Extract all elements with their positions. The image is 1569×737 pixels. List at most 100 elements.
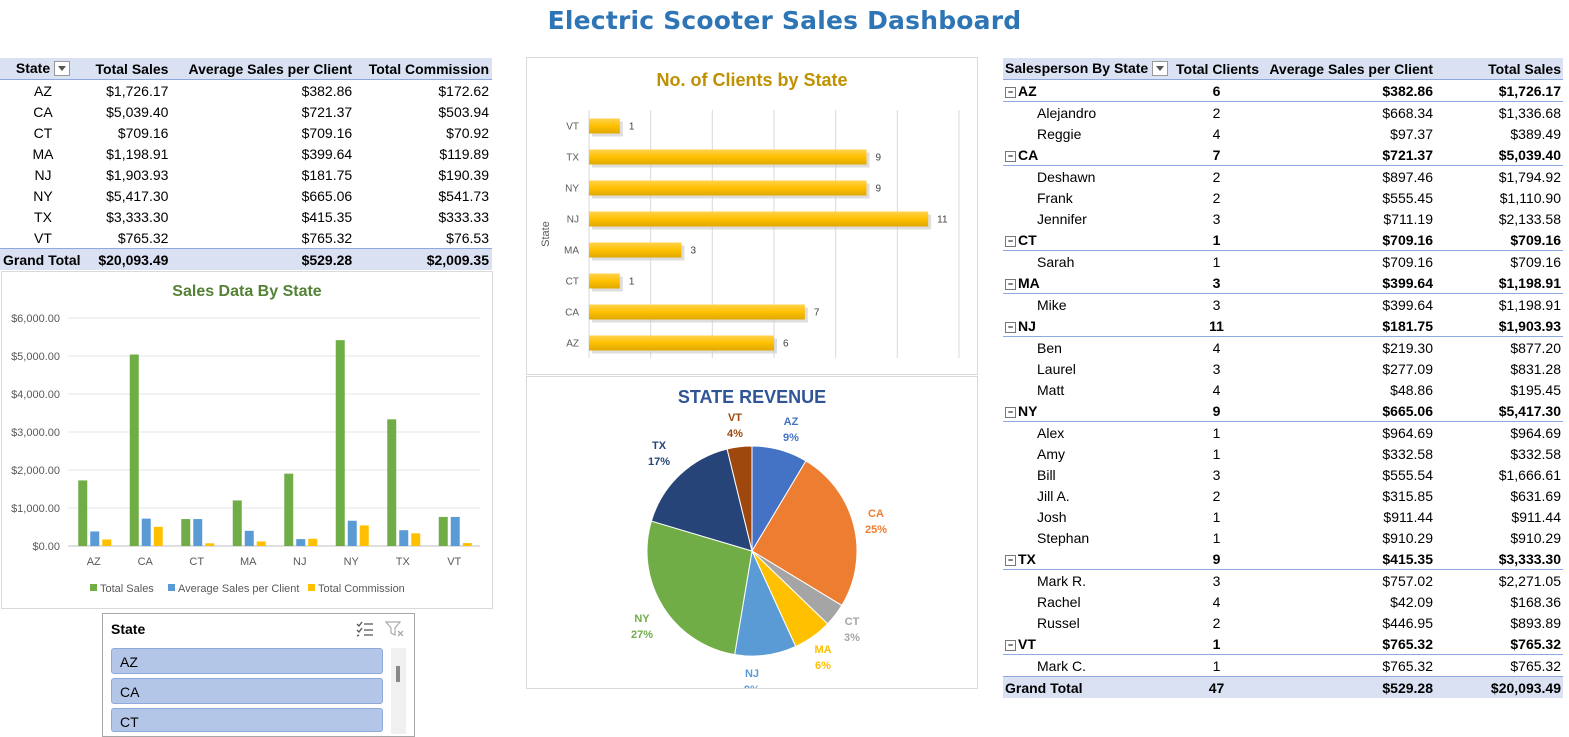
pie-slice-ny[interactable]: [646, 520, 753, 656]
bar-ma[interactable]: [589, 242, 682, 258]
bar-az[interactable]: [589, 335, 774, 351]
y-tick-label: CA: [565, 308, 579, 319]
bar-tx-1[interactable]: [399, 530, 409, 546]
salesperson-row: Russel 2 $446.95 $893.89: [1003, 612, 1563, 633]
salesperson-row: Mark C. 1 $765.32 $765.32: [1003, 655, 1563, 677]
salesperson-name: Jennifer: [1037, 210, 1087, 227]
bar-tx[interactable]: [589, 149, 867, 165]
value-cell: $5,417.30: [106, 187, 169, 204]
state-revenue-chart[interactable]: STATE REVENUE AZ 9% CA 25% CT 3% MA 6% NJ 9% NY 27%…: [526, 376, 978, 689]
slicer-item-ct[interactable]: CT: [111, 708, 383, 732]
group-row-ct[interactable]: − CT 1 $709.16 $709.16: [1003, 229, 1563, 251]
group-row-az[interactable]: − AZ 6 $382.86 $1,726.17: [1003, 79, 1563, 102]
collapse-icon[interactable]: −: [1005, 278, 1016, 290]
sales-by-state-chart[interactable]: Sales Data By State $0.00 $1,000.00 $2,000…: [1, 271, 493, 609]
group-row-vt[interactable]: − VT 1 $765.32 $765.32: [1003, 633, 1563, 655]
dashboard-title: Electric Scooter Sales Dashboard: [547, 6, 1022, 35]
bar-az-2[interactable]: [102, 539, 112, 546]
x-tick-label: AZ: [87, 556, 101, 568]
salesperson-value: $555.45: [1382, 189, 1433, 206]
slicer-scrollbar[interactable]: [391, 648, 406, 734]
clear-filter-icon[interactable]: [385, 620, 405, 638]
group-row-ny[interactable]: − NY 9 $665.06 $5,417.30: [1003, 400, 1563, 422]
slicer-item-az[interactable]: AZ: [111, 648, 383, 674]
header-salesperson[interactable]: Salesperson By State: [1003, 58, 1172, 80]
legend-label: Average Sales per Client: [178, 583, 299, 595]
slicer-scroll-thumb[interactable]: [396, 666, 400, 682]
state-cell: TX: [34, 208, 52, 225]
salesperson-row: Amy 1 $332.58 $332.58: [1003, 443, 1563, 464]
bar-ca[interactable]: [589, 304, 805, 320]
salesperson-name: Laurel: [1037, 360, 1076, 377]
group-value-cell: $399.64: [1261, 272, 1435, 294]
filter-dropdown-icon[interactable]: [54, 60, 71, 76]
group-value-cell: $415.35: [1261, 548, 1435, 570]
bar-vt-0[interactable]: [438, 516, 448, 546]
salesperson-row: Rachel 4 $42.09 $168.36: [1003, 591, 1563, 612]
bar-nj[interactable]: [589, 211, 929, 227]
slice-percent: 6%: [815, 660, 831, 672]
bar-tx-0[interactable]: [387, 419, 397, 546]
collapse-icon[interactable]: −: [1005, 86, 1016, 98]
bar-ma-2[interactable]: [256, 541, 266, 546]
bar-vt[interactable]: [589, 118, 620, 134]
slice-percent: 9%: [783, 432, 799, 444]
filter-dropdown-icon[interactable]: [1152, 60, 1169, 76]
bar-ct-0[interactable]: [181, 519, 191, 546]
bar-ct-1[interactable]: [193, 519, 203, 546]
clients-by-state-chart[interactable]: No. of Clients by State State VT 1 TX 9 NY 9 NJ…: [526, 57, 978, 375]
bar-ny[interactable]: [589, 180, 867, 196]
salesperson-value: $897.46: [1382, 168, 1433, 185]
group-row-ca[interactable]: − CA 7 $721.37 $5,039.40: [1003, 144, 1563, 166]
group-value-cell: $765.32: [1435, 633, 1563, 655]
group-row-ma[interactable]: − MA 3 $399.64 $1,198.91: [1003, 272, 1563, 294]
collapse-icon[interactable]: −: [1005, 639, 1016, 651]
bar-az-1[interactable]: [90, 531, 100, 546]
group-row-nj[interactable]: − NJ 11 $181.75 $1,903.93: [1003, 315, 1563, 337]
salesperson-value: $48.86: [1390, 381, 1433, 398]
bar-ct[interactable]: [589, 273, 620, 289]
legend-label: Total Commission: [318, 583, 405, 595]
x-tick-label: MA: [240, 556, 257, 568]
bar-ny-2[interactable]: [359, 525, 369, 546]
collapse-icon[interactable]: −: [1005, 554, 1016, 566]
group-value-cell: $1,903.93: [1435, 315, 1563, 337]
bar-vt-1[interactable]: [450, 516, 460, 546]
bar-ca-1[interactable]: [141, 518, 151, 546]
salesperson-value: 1: [1212, 508, 1221, 525]
bar-ca-0[interactable]: [129, 354, 139, 546]
revenue-pie-plot: AZ 9% CA 25% CT 3% MA 6% NJ 9% NY 27% TX 17% VT 4%: [631, 412, 887, 688]
bar-ma-0[interactable]: [232, 500, 242, 546]
salesperson-name: Mark R.: [1037, 572, 1086, 589]
collapse-icon[interactable]: −: [1005, 150, 1016, 162]
pie-slice-ca[interactable]: [751, 460, 858, 607]
bar-ny-1[interactable]: [347, 520, 357, 546]
pie-slice-tx[interactable]: [650, 448, 753, 552]
header-avg-sales-client: Average Sales per Client: [1261, 58, 1435, 80]
salesperson-value: $315.85: [1382, 487, 1433, 504]
bar-nj-2[interactable]: [308, 538, 318, 546]
salesperson-value: $195.45: [1510, 381, 1561, 398]
bar-nj-0[interactable]: [284, 473, 294, 546]
salesperson-value: 4: [1212, 593, 1221, 610]
pie-slice-vt[interactable]: [726, 445, 753, 552]
bar-nj-1[interactable]: [296, 539, 306, 546]
collapse-icon[interactable]: −: [1005, 406, 1016, 418]
bar-ca-2[interactable]: [153, 526, 163, 546]
group-value-cell: 1: [1172, 633, 1261, 655]
collapse-icon[interactable]: −: [1005, 321, 1016, 333]
bar-ct-2[interactable]: [205, 543, 215, 546]
slicer-item-ca[interactable]: CA: [111, 678, 383, 704]
salesperson-name: Matt: [1037, 381, 1065, 398]
value-cell: $709.16: [117, 124, 169, 141]
multi-select-icon[interactable]: [355, 620, 375, 638]
salesperson-value: $964.69: [1382, 424, 1433, 441]
bar-ma-1[interactable]: [244, 530, 254, 546]
header-state[interactable]: State: [0, 58, 86, 80]
group-row-tx[interactable]: − TX 9 $415.35 $3,333.30: [1003, 548, 1563, 570]
collapse-icon[interactable]: −: [1005, 235, 1016, 247]
bar-vt-2[interactable]: [462, 543, 472, 546]
bar-az-0[interactable]: [78, 480, 88, 546]
bar-tx-2[interactable]: [411, 533, 421, 546]
bar-ny-0[interactable]: [335, 340, 345, 546]
